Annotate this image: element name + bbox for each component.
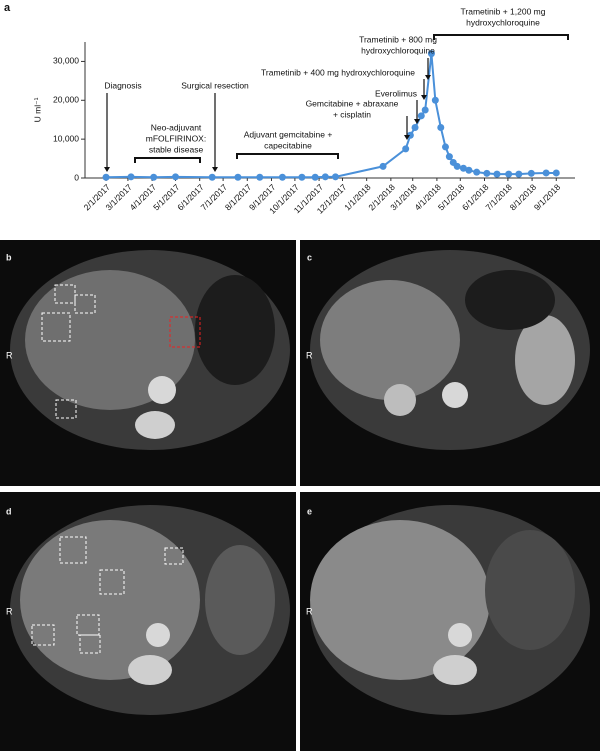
annotation-bracket [134, 157, 201, 163]
data-point [417, 112, 425, 120]
annotation: Trametinib + 1,200 mg [461, 6, 546, 16]
side-label: R [306, 350, 313, 360]
y-tick-label: 10,000 [53, 133, 79, 143]
data-point [552, 169, 560, 177]
y-tick-label: 0 [74, 172, 79, 182]
panel-label: b [6, 252, 12, 262]
data-point [172, 173, 180, 181]
data-point [102, 173, 110, 181]
annotation-bracket [236, 153, 339, 159]
ct-image-d [0, 492, 296, 751]
data-point [493, 170, 501, 178]
data-point [441, 143, 449, 151]
annotation: Adjuvant gemcitabine + [244, 129, 333, 139]
annotation: Diagnosis [104, 80, 141, 90]
data-point [437, 123, 445, 131]
data-point [256, 173, 264, 181]
data-point [311, 173, 319, 181]
x-tick-label: 9/1/2018 [532, 182, 563, 213]
ct-image-b [0, 240, 296, 486]
data-point [234, 173, 242, 181]
annotation-arrowhead [212, 167, 218, 172]
annotation-arrowhead [421, 95, 427, 100]
data-point [331, 173, 339, 181]
annotation: hydroxychloroquine [466, 17, 540, 27]
annotation: Gemcitabine + abraxane [306, 98, 399, 108]
side-label: R [306, 606, 313, 616]
data-point [278, 173, 286, 181]
annotation: Trametinib + 800 mg [359, 34, 437, 44]
data-point [208, 173, 216, 181]
annotation: Trametinib + 400 mg hydroxychloroquine [261, 67, 415, 77]
data-point [402, 145, 410, 153]
data-point [127, 173, 135, 181]
data-point [445, 153, 453, 161]
annotation: hydroxychloroquine [361, 45, 435, 55]
data-point [483, 169, 491, 177]
data-point [427, 50, 435, 58]
data-point [379, 162, 387, 170]
data-point [421, 106, 429, 114]
panel-label: d [6, 506, 12, 516]
data-point [459, 164, 467, 172]
annotation-arrowhead [104, 167, 110, 172]
data-point [515, 170, 523, 178]
data-point [465, 166, 473, 174]
side-label: R [6, 350, 13, 360]
data-point [542, 169, 550, 177]
annotation: Neo-adjuvant [151, 122, 202, 132]
panel-label: e [307, 506, 312, 516]
annotation: stable disease [149, 144, 204, 154]
data-point [505, 170, 513, 178]
annotation: capecitabine [264, 140, 312, 150]
panel-label: c [307, 252, 312, 262]
side-label: R [6, 606, 13, 616]
ct-image-e [300, 492, 600, 751]
annotation: + cisplatin [333, 109, 371, 119]
annotation-arrowhead [414, 119, 420, 124]
annotation: mFOLFIRINOX: [146, 133, 206, 143]
annotation-bracket [433, 34, 569, 40]
data-point [150, 173, 158, 181]
ct-image-c [300, 240, 600, 486]
data-point [453, 162, 461, 170]
data-point [411, 123, 419, 131]
data-point [527, 169, 535, 177]
data-point [431, 96, 439, 104]
annotation-arrowhead [425, 75, 431, 80]
y-tick-label: 30,000 [53, 56, 79, 66]
data-point [298, 173, 306, 181]
annotation: Everolimus [375, 88, 417, 98]
panel-label: a [4, 2, 11, 14]
y-tick-label: 20,000 [53, 95, 79, 105]
data-point [321, 173, 329, 181]
annotation: Surgical resection [181, 80, 249, 90]
y-axis-label: U ml⁻¹ [32, 97, 42, 122]
annotation-arrowhead [404, 135, 410, 140]
data-point [473, 168, 481, 176]
